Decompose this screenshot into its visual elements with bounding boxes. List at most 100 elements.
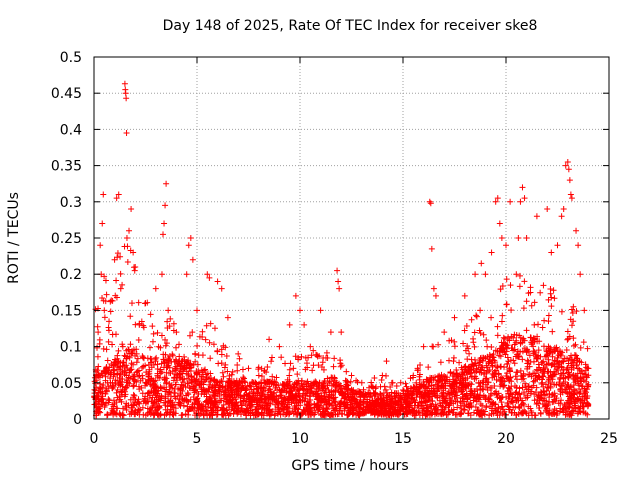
data-point [258,373,265,380]
data-point [321,412,328,419]
data-point [505,395,512,402]
data-point [234,361,241,368]
data-point [285,389,292,396]
data-point [138,318,145,325]
data-point [461,364,468,371]
data-point [534,338,541,345]
data-point [477,408,484,415]
data-point [264,402,271,409]
data-point [117,253,124,260]
data-point [101,307,108,314]
data-point [494,412,501,419]
data-point [575,242,582,249]
data-point [494,195,501,202]
data-point [547,379,554,386]
data-point [568,392,575,399]
data-point [558,359,565,366]
data-point [128,366,135,373]
data-point [494,363,501,370]
data-point [509,345,516,352]
data-point [504,400,511,407]
data-point [342,401,349,408]
data-point [450,354,457,361]
data-point [560,370,567,377]
data-point [179,387,186,394]
data-point [135,299,142,306]
data-point [255,411,262,418]
data-point [224,368,231,375]
data-point [476,357,483,364]
x-tick-label: 25 [600,431,618,447]
data-point [465,345,472,352]
data-point [226,372,233,379]
data-point [420,381,427,388]
data-point [207,378,214,385]
data-point [279,387,286,394]
data-point [430,376,437,383]
data-point [206,393,213,400]
data-point [552,363,559,370]
data-point [375,409,382,416]
data-point [581,377,588,384]
data-point [524,363,531,370]
x-axis-label: GPS time / hours [291,458,408,474]
data-point [557,385,564,392]
data-point [561,401,568,408]
data-point [281,381,288,388]
data-point [540,383,547,390]
data-point [581,387,588,394]
data-point [100,399,107,406]
data-point [189,256,196,263]
data-point [150,400,157,407]
data-point [527,284,534,291]
data-point [95,363,102,370]
data-point [480,385,487,392]
data-point [554,242,561,249]
data-point [529,337,536,344]
data-point [100,345,107,352]
data-point [526,352,533,359]
data-point [113,389,120,396]
data-point [181,375,188,382]
data-point [172,356,179,363]
data-point [458,371,465,378]
data-point [539,401,546,408]
data-point [480,331,487,338]
data-point [298,353,305,360]
data-point [537,410,544,417]
data-point [157,344,164,351]
data-point [187,235,194,241]
data-point [499,283,506,290]
data-point [581,307,588,314]
data-point [501,364,508,371]
data-point [532,372,539,379]
data-point [211,325,218,332]
data-point [332,387,339,394]
data-point [162,336,169,343]
data-point [576,366,583,373]
data-point [122,391,129,398]
data-point [558,397,565,404]
data-point [460,406,467,413]
data-point [214,278,221,285]
data-point [497,286,504,293]
data-point [466,404,473,411]
data-point [166,353,173,360]
data-point [349,388,356,395]
data-point [148,375,155,382]
data-point [282,360,289,367]
data-point [498,235,505,241]
data-point [105,327,112,334]
data-point [253,406,260,413]
data-point [389,379,396,386]
data-point [551,381,558,388]
data-point [353,399,360,406]
data-point [99,220,106,227]
x-tick-label: 20 [497,431,515,447]
data-point [336,285,343,292]
data-point [312,392,319,399]
data-point [242,387,249,394]
data-point [255,364,262,371]
data-point [255,372,262,379]
data-point [530,347,537,354]
